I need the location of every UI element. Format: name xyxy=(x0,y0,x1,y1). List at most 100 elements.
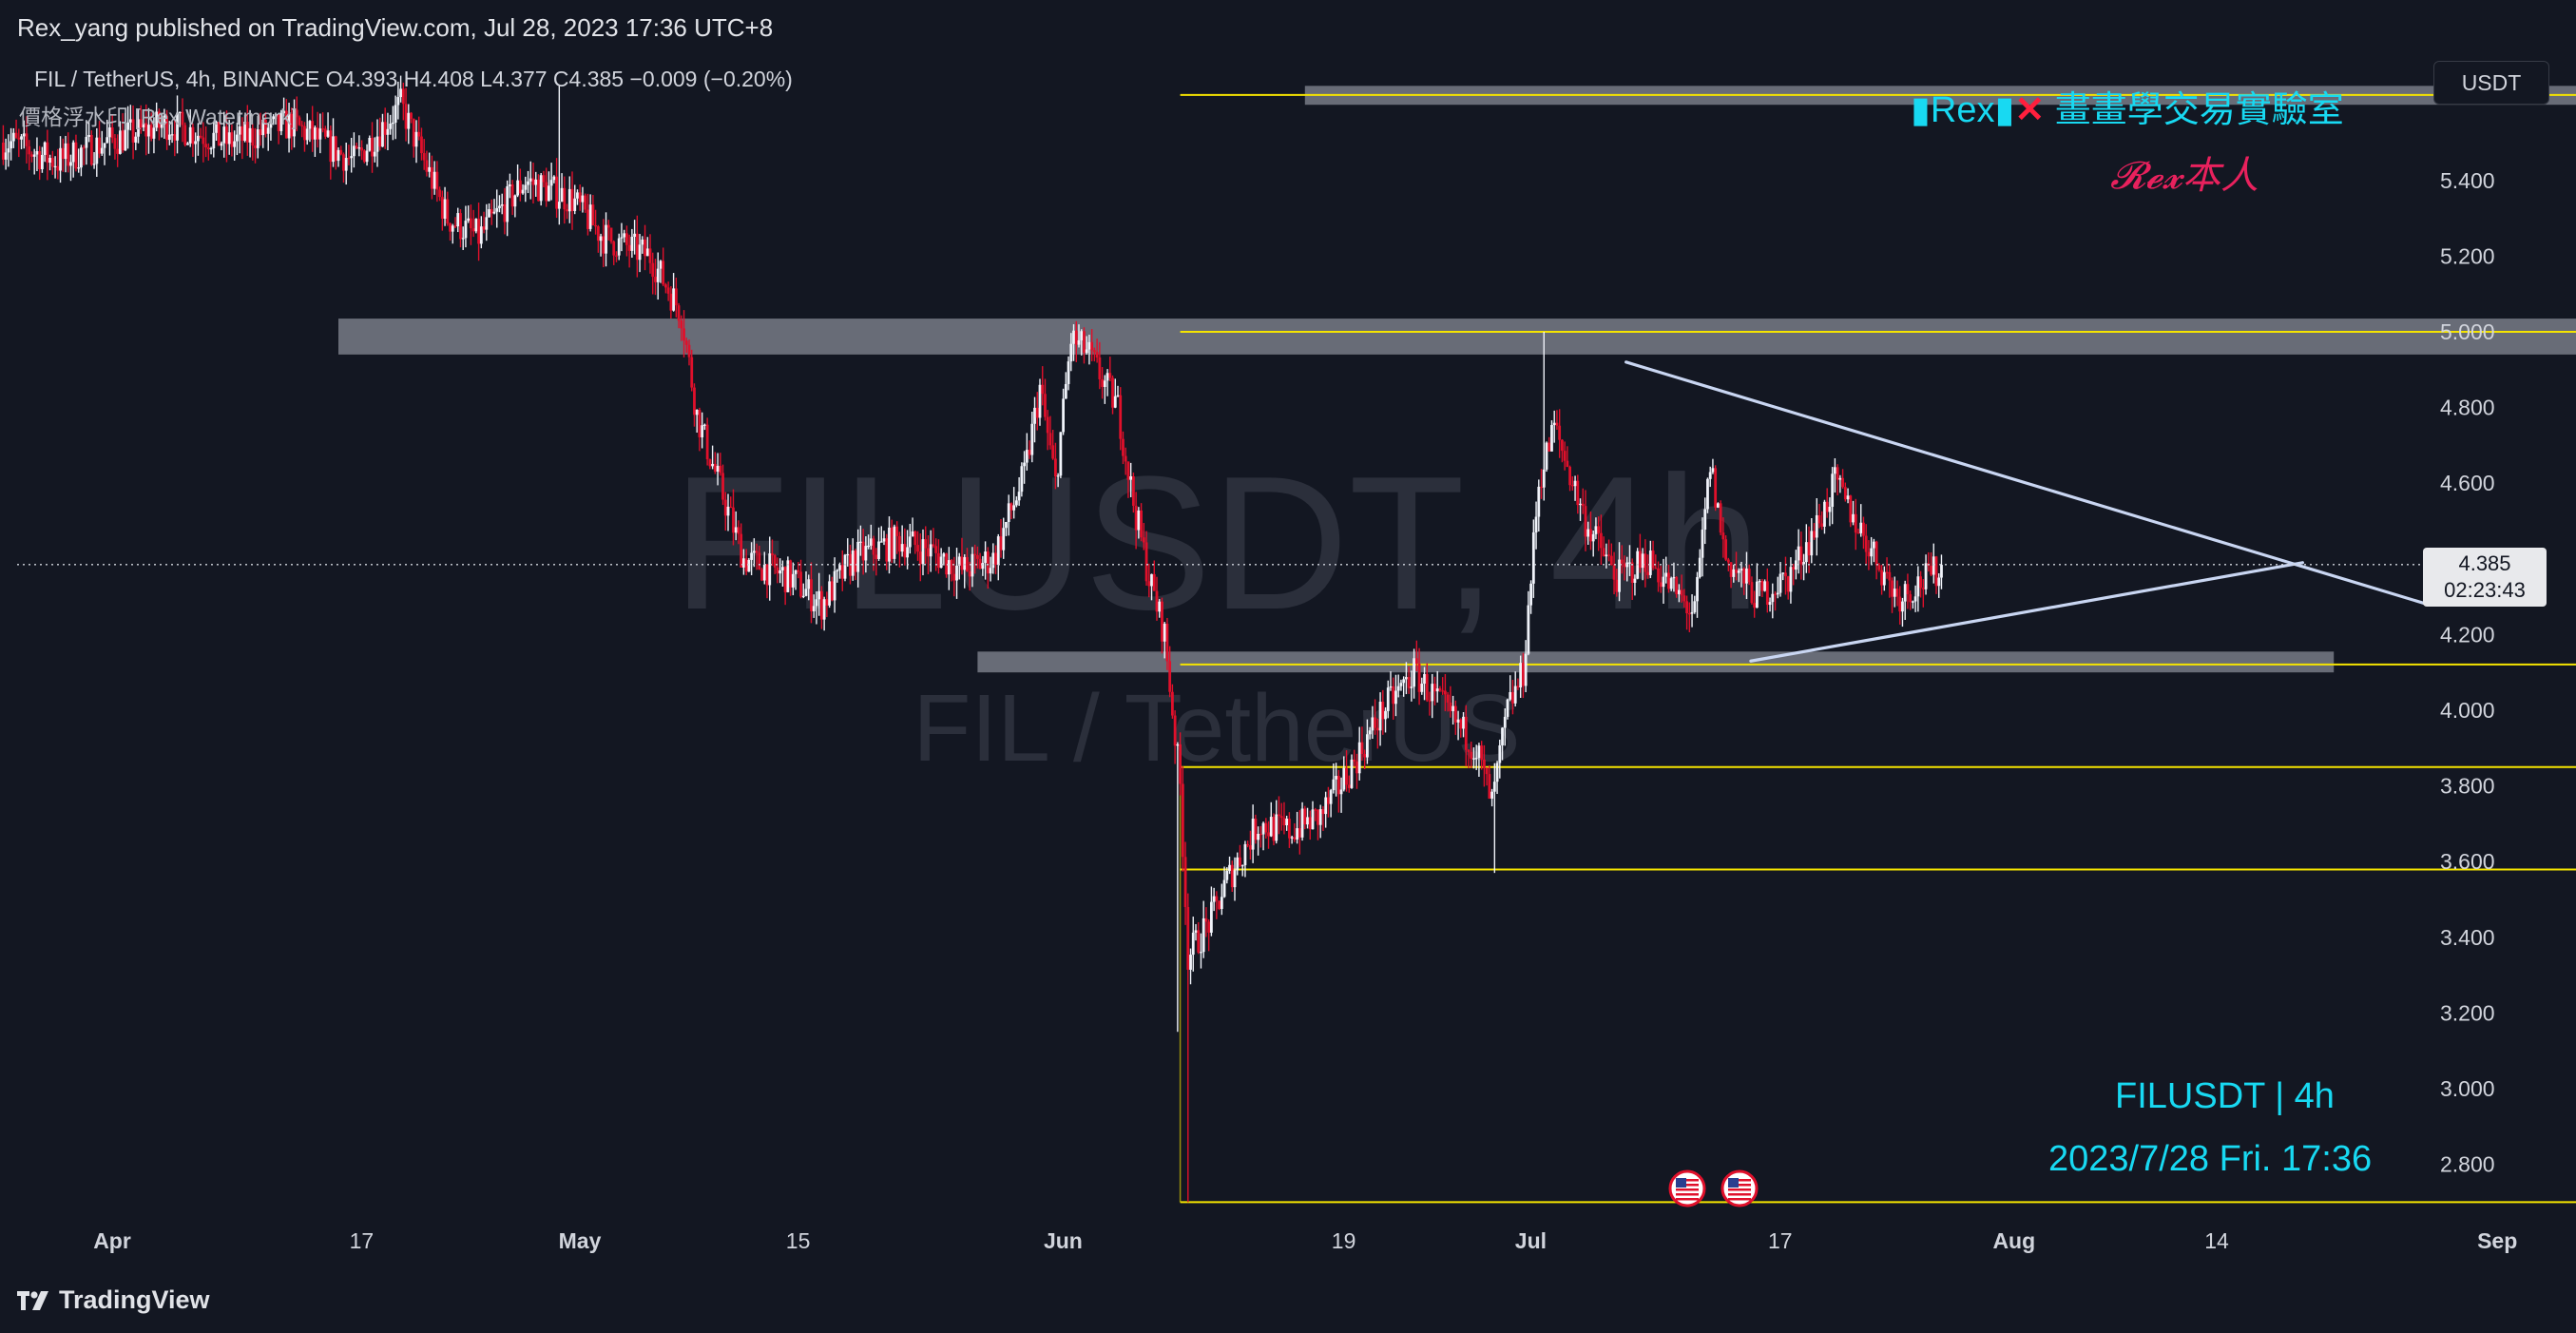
candle-body xyxy=(266,127,270,134)
candle-body xyxy=(703,424,706,426)
candle-body xyxy=(1161,601,1163,642)
candle-body xyxy=(360,147,363,151)
candle-body xyxy=(1357,742,1361,774)
candle-body xyxy=(840,565,844,579)
candle-body xyxy=(1768,602,1772,606)
x-tick-label: Jun xyxy=(1044,1228,1083,1253)
candle-body xyxy=(365,150,369,163)
flag-stripe xyxy=(1676,1179,1699,1182)
candle-body xyxy=(916,545,919,552)
candle-body xyxy=(1129,475,1133,480)
candle-body xyxy=(261,119,265,136)
candle-body xyxy=(1763,581,1766,591)
candle-body xyxy=(576,192,579,199)
candle-body xyxy=(1201,918,1205,953)
candle-body xyxy=(108,127,111,138)
candle-body xyxy=(482,226,486,230)
candle-body xyxy=(1062,398,1065,433)
candle-body xyxy=(1568,467,1571,486)
candle-body xyxy=(605,224,607,254)
candle-body xyxy=(1909,594,1913,603)
candle-body xyxy=(776,567,779,574)
candle-body xyxy=(1698,557,1701,578)
candle-body xyxy=(586,209,589,229)
candle-body xyxy=(336,149,340,162)
candle-body xyxy=(1386,687,1390,711)
candle-body xyxy=(872,538,875,555)
candle-body xyxy=(859,541,862,543)
economic-events xyxy=(1668,1169,1759,1207)
symbol-legend[interactable]: FIL / TetherUS, 4h, BINANCE O4.393 H4.40… xyxy=(34,67,793,91)
price-axis[interactable]: 5.4005.2005.0004.8004.6004.4004.2004.000… xyxy=(2440,168,2495,1177)
candle-body xyxy=(1236,857,1240,871)
candle-body xyxy=(392,122,394,125)
candle-body xyxy=(500,203,504,206)
last-price-label: 4.385 02:23:43 xyxy=(2423,548,2547,607)
candle-body xyxy=(425,160,429,172)
candle-body xyxy=(1435,688,1439,692)
candle-body xyxy=(240,126,244,142)
flag-stripe xyxy=(1728,1184,1751,1187)
time-axis[interactable]: Apr17May15Jun19Jul17Aug14Sep18 xyxy=(93,1228,2576,1253)
candle-body xyxy=(822,599,826,620)
candle-body xyxy=(1913,596,1917,602)
candle-body xyxy=(394,105,397,123)
candle-body xyxy=(155,111,159,128)
candle-body xyxy=(1069,343,1073,362)
candle-body xyxy=(339,149,343,155)
candle-body xyxy=(705,424,709,460)
currency-button[interactable]: USDT xyxy=(2433,61,2549,105)
candle-body xyxy=(869,538,873,546)
candle-body xyxy=(100,147,104,154)
y-tick-label: 5.000 xyxy=(2440,319,2495,344)
indicator-legend[interactable]: 價格浮水印 [Rex Watermark] xyxy=(19,105,298,129)
candle-body xyxy=(410,112,413,119)
candle-body xyxy=(659,261,663,269)
candle-body xyxy=(630,237,634,251)
candle-body xyxy=(202,137,205,145)
candle-body xyxy=(1449,702,1452,711)
candle-body xyxy=(812,606,816,611)
candle-body xyxy=(1212,896,1216,902)
candle-body xyxy=(298,117,301,126)
candle-body xyxy=(1402,679,1406,684)
brand-symbol-interval: FILUSDT | 4h xyxy=(2115,1076,2335,1116)
candle-body xyxy=(1360,742,1364,754)
candle-body xyxy=(711,463,714,467)
candle-body xyxy=(1269,817,1273,837)
candle-body xyxy=(456,213,460,227)
candle-body xyxy=(781,567,784,570)
candle-body xyxy=(1285,819,1289,825)
candle-body xyxy=(1566,460,1569,468)
tradingview-logo[interactable]: TradingView xyxy=(17,1285,210,1315)
candle-body xyxy=(927,548,930,557)
candle-body xyxy=(17,137,21,140)
candle-body xyxy=(999,536,1003,551)
candle-body xyxy=(7,148,10,153)
candle-body xyxy=(1740,569,1743,571)
candle-body xyxy=(654,277,657,282)
candle-body xyxy=(1165,623,1169,662)
candle-body xyxy=(1721,532,1725,540)
candle-body xyxy=(1366,734,1369,758)
candle-body xyxy=(64,143,67,160)
candle-body xyxy=(173,134,177,141)
candle-body xyxy=(991,552,995,569)
candle-body xyxy=(596,226,600,241)
candle-body xyxy=(924,539,928,549)
candle-body xyxy=(1240,865,1244,867)
candle-body xyxy=(1916,576,1920,597)
candle-body xyxy=(1264,822,1268,833)
candle-body xyxy=(1290,837,1294,839)
candle-body xyxy=(1591,533,1595,542)
candle-body xyxy=(10,141,12,149)
candle-body xyxy=(606,224,610,228)
candle-body xyxy=(1742,569,1746,584)
candle-body xyxy=(1501,727,1504,745)
candle-body xyxy=(269,119,273,128)
candle-body xyxy=(1140,510,1143,538)
candle-body xyxy=(867,545,870,548)
candle-body xyxy=(973,553,977,555)
candle-body xyxy=(69,162,72,166)
